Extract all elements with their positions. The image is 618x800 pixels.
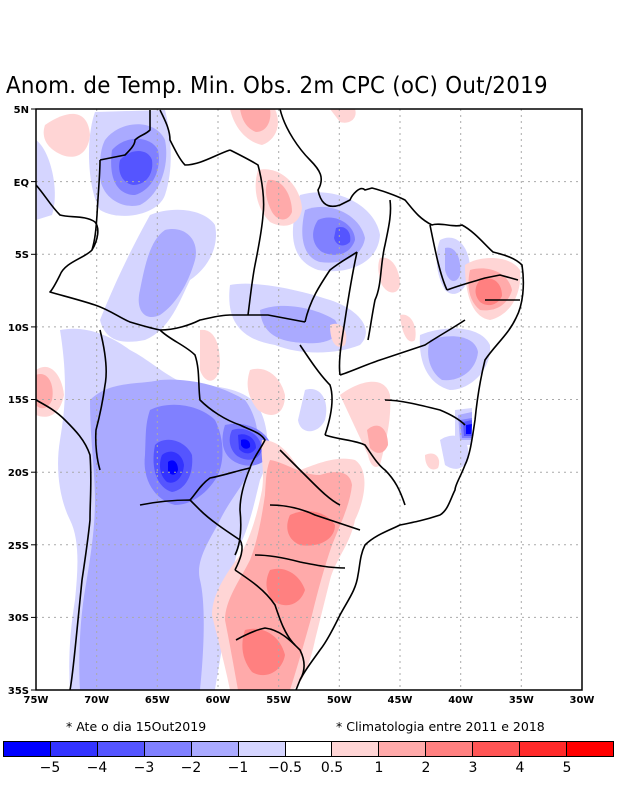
colorbar-swatch [50,742,98,756]
state-border [384,399,466,426]
axis-ticks [31,108,36,691]
colorbar-label: 5 [562,760,572,776]
colorbar-swatch [97,742,145,756]
lat-label: 30S [8,613,29,624]
lon-label: 45W [388,695,413,706]
state-border [234,569,296,646]
colorbar-label: 3 [468,760,478,776]
lat-label: 10S [8,323,29,334]
colorbar-label: −0.5 [268,760,302,776]
state-border [324,434,406,506]
colorbar [3,741,614,757]
colorbar-swatch [379,742,427,756]
colorbar-label: −4 [86,760,108,776]
state-border [235,627,305,681]
country-border [91,159,101,251]
colorbar-labels: −5 −4 −3 −2 −1 −0.5 0.5 1 2 3 4 5 [0,760,618,778]
country-border [94,329,107,471]
colorbar-swatch [426,742,474,756]
country-border [36,184,161,331]
lon-label: 40W [448,695,473,706]
state-border [429,224,448,291]
lat-label: 20S [8,468,29,479]
country-border [159,109,231,166]
colorbar-label: −3 [133,760,155,776]
colorbar-swatch [567,742,613,756]
state-border [446,274,519,291]
country-border [159,314,306,331]
lat-label: 5S [15,250,29,261]
state-border [269,504,361,531]
colorbar-swatch [191,742,239,756]
colorbar-swatch [4,742,51,756]
note-data-date: * Ate o dia 15Out2019 [66,719,207,734]
state-border [299,344,333,436]
lon-label: 65W [145,695,170,706]
state-border [229,149,265,316]
colorbar-label: −5 [39,760,61,776]
state-border [279,449,341,506]
colorbar-label: 2 [421,760,431,776]
footnotes: * Ate o dia 15Out2019 * Climatologia ent… [0,719,618,735]
lat-label: 15S [8,395,29,406]
lat-label: 5N [14,105,29,116]
state-border [367,199,392,341]
map-title: Anom. de Temp. Min. Obs. 2m CPC (oC) Out… [6,73,548,99]
lat-label: EQ [14,178,29,189]
country-border [159,329,266,501]
state-border [304,251,358,323]
map-borders [36,109,525,690]
colorbar-label: −2 [180,760,202,776]
lat-label: 25S [8,541,29,552]
colorbar-label: 1 [374,760,384,776]
country-border [234,467,251,556]
country-border [99,110,151,161]
state-border [338,251,358,376]
colorbar-swatch [473,742,521,756]
colorbar-swatch [238,742,286,756]
state-border [339,319,466,376]
coastline [36,399,92,690]
lon-label: 50W [327,695,352,706]
colorbar-swatch [520,742,568,756]
anomaly-level-minus-5 [168,424,472,475]
lon-label: 70W [84,695,109,706]
lon-label: 60W [206,695,231,706]
grid-lines [36,109,582,690]
colorbar-swatch [285,742,333,756]
anomaly-level-plus-2 [242,278,502,676]
state-border [254,554,346,569]
anomaly-fields [36,109,582,690]
lon-label: 35W [509,695,534,706]
lat-label: 35S [8,686,29,697]
lon-label: 75W [24,695,49,706]
colorbar-swatch [332,742,380,756]
colorbar-label: 4 [515,760,525,776]
colorbar-label: 0.5 [320,760,344,776]
country-border [139,499,201,511]
note-climatology: * Climatologia entre 2011 e 2018 [336,719,545,734]
colorbar-label: −1 [227,760,249,776]
coastline [279,109,525,690]
lon-label: 55W [266,695,291,706]
lon-label: 30W [570,695,595,706]
colorbar-swatch [144,742,192,756]
